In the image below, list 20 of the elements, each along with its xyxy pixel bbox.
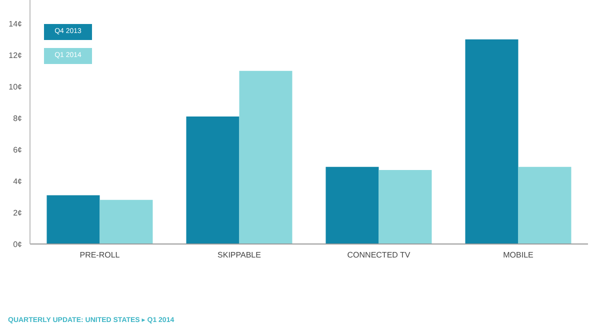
y-tick-label: 8¢ bbox=[13, 114, 22, 123]
x-tick-label: MOBILE bbox=[503, 250, 534, 260]
x-tick-label: SKIPPABLE bbox=[218, 250, 261, 260]
y-tick-label: 2¢ bbox=[13, 208, 22, 218]
bar bbox=[378, 170, 432, 244]
y-tick-label: 10¢ bbox=[8, 82, 22, 92]
bar bbox=[46, 195, 100, 244]
y-tick-label: 0¢ bbox=[13, 240, 22, 249]
y-tick-label: 12¢ bbox=[8, 50, 22, 60]
y-tick-label: 14¢ bbox=[8, 19, 22, 28]
bar bbox=[239, 70, 292, 244]
bar bbox=[518, 166, 572, 244]
bar bbox=[100, 200, 153, 244]
y-tick-label: 6¢ bbox=[13, 145, 22, 154]
bar bbox=[465, 39, 518, 244]
x-tick-label: CONNECTED TV bbox=[347, 250, 411, 260]
bar bbox=[186, 116, 240, 244]
x-tick-label: PRE-ROLL bbox=[80, 250, 120, 260]
y-tick-label: 4¢ bbox=[13, 176, 22, 186]
bar bbox=[326, 166, 379, 244]
